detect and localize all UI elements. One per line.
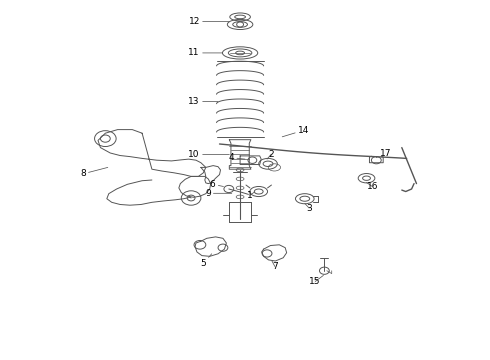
Text: 16: 16 — [367, 182, 378, 191]
Text: 17: 17 — [376, 149, 391, 158]
Text: 4: 4 — [229, 153, 245, 162]
Text: 14: 14 — [282, 126, 309, 137]
Text: 10: 10 — [189, 150, 229, 159]
Text: 15: 15 — [310, 275, 323, 286]
Text: 2: 2 — [267, 150, 274, 159]
Text: 1: 1 — [247, 191, 255, 199]
Text: 12: 12 — [189, 17, 229, 26]
Text: 9: 9 — [205, 189, 232, 198]
Text: 5: 5 — [200, 254, 212, 269]
Text: 13: 13 — [189, 97, 218, 106]
Text: 7: 7 — [272, 261, 278, 271]
Text: 3: 3 — [305, 203, 312, 212]
Text: 6: 6 — [210, 180, 223, 189]
Text: 8: 8 — [80, 167, 108, 178]
Text: 11: 11 — [189, 49, 222, 57]
